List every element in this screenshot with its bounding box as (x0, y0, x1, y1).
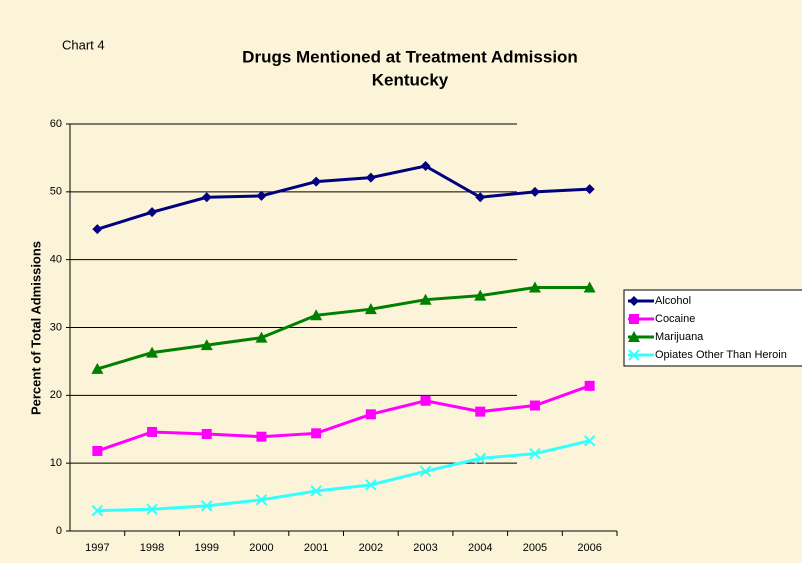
x-tick-label: 2005 (523, 542, 547, 554)
chart-subtitle: Kentucky (372, 70, 449, 89)
data-point (255, 331, 268, 343)
data-point (583, 435, 596, 447)
data-point (475, 192, 486, 203)
data-point (419, 465, 432, 478)
data-point (474, 452, 486, 465)
x-tick-label: 1998 (140, 542, 164, 554)
y-tick-label: 0 (56, 525, 62, 537)
data-point (201, 192, 212, 203)
x-tick-label: 2004 (468, 542, 492, 554)
data-point (474, 289, 487, 301)
y-tick-label: 40 (50, 254, 62, 266)
data-point (583, 281, 596, 293)
data-point (528, 281, 541, 293)
y-tick-label: 20 (50, 389, 62, 401)
legend-label: Opiates Other Than Heroin (655, 349, 787, 361)
data-point (584, 184, 595, 195)
legend-marker (628, 349, 640, 361)
x-tick-label: 2000 (249, 542, 273, 554)
data-point (201, 428, 212, 439)
x-tick-label: 2001 (304, 542, 328, 554)
legend-marker (628, 331, 640, 342)
data-point (146, 503, 158, 516)
data-point (92, 445, 103, 456)
series-line (96, 384, 591, 453)
data-point (310, 309, 323, 321)
series-line (96, 164, 590, 231)
legend-label: Marijuana (655, 331, 704, 343)
data-point (365, 479, 377, 491)
x-tick-label: 2002 (359, 542, 383, 554)
data-point (91, 504, 104, 517)
data-point (92, 224, 103, 235)
chart-annotation: Chart 4 (62, 37, 105, 52)
data-point (147, 426, 158, 437)
x-tick-label: 1997 (85, 542, 109, 554)
data-point (529, 400, 540, 411)
data-point (311, 176, 322, 187)
x-tick-label: 2006 (577, 542, 601, 554)
data-point (420, 395, 431, 406)
data-point (420, 161, 431, 172)
y-tick-label: 10 (50, 457, 62, 469)
data-point (475, 406, 486, 417)
legend-label: Cocaine (655, 313, 695, 325)
data-point (146, 346, 159, 358)
data-point (201, 500, 213, 512)
data-point (310, 485, 322, 497)
x-tick-label: 1999 (195, 542, 219, 554)
data-point (529, 186, 540, 197)
series-line (97, 439, 590, 513)
chart-title: Drugs Mentioned at Treatment Admission (242, 47, 578, 66)
data-point (419, 293, 432, 305)
data-point (364, 303, 377, 315)
data-point (200, 339, 213, 351)
data-point (365, 409, 376, 420)
series-line (96, 285, 590, 371)
data-point (91, 362, 104, 374)
data-point (255, 494, 268, 506)
data-point (365, 172, 376, 183)
y-axis-title: Percent of Total Admissions (28, 241, 43, 415)
legend-box (623, 289, 802, 367)
data-point (529, 447, 541, 460)
y-tick-label: 50 (50, 186, 62, 198)
y-tick-label: 30 (50, 321, 62, 333)
data-point (256, 190, 267, 201)
legend-label: Alcohol (655, 295, 691, 307)
data-point (256, 431, 267, 442)
legend-marker (629, 314, 639, 324)
data-point (584, 380, 595, 391)
x-tick-label: 2003 (413, 542, 437, 554)
y-tick-label: 60 (50, 118, 62, 130)
data-point (147, 207, 158, 218)
data-point (311, 428, 322, 439)
legend-marker (629, 296, 639, 306)
